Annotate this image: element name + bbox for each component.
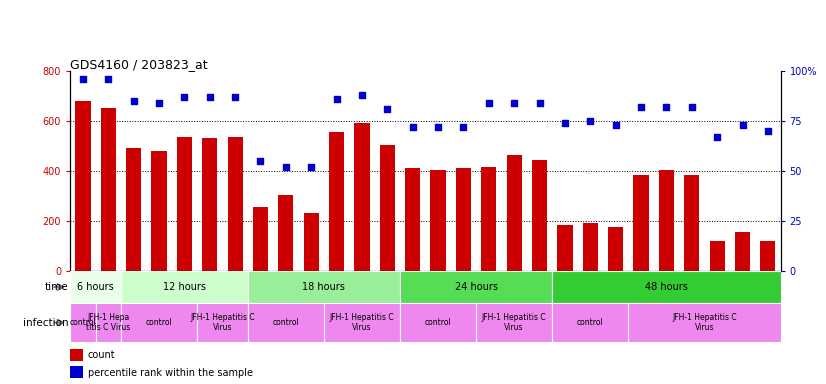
Bar bbox=[380, 145, 395, 271]
Text: 6 hours: 6 hours bbox=[77, 282, 114, 292]
Point bbox=[178, 94, 191, 100]
Text: control: control bbox=[577, 318, 604, 327]
Text: JFH-1 Hepatitis C
Virus: JFH-1 Hepatitis C Virus bbox=[672, 313, 737, 332]
Bar bbox=[75, 101, 91, 271]
Bar bbox=[400, 303, 476, 342]
Bar bbox=[202, 139, 217, 271]
Bar bbox=[248, 303, 324, 342]
Bar bbox=[70, 349, 83, 361]
Bar bbox=[405, 169, 420, 271]
Bar bbox=[710, 241, 724, 271]
Point bbox=[660, 104, 673, 110]
Point bbox=[533, 100, 546, 106]
Point bbox=[305, 164, 318, 170]
Point bbox=[102, 76, 115, 82]
Text: 12 hours: 12 hours bbox=[163, 282, 206, 292]
Bar bbox=[659, 170, 674, 271]
Text: percentile rank within the sample: percentile rank within the sample bbox=[88, 367, 253, 377]
Point bbox=[355, 92, 368, 98]
Point bbox=[330, 96, 343, 102]
Bar bbox=[151, 151, 167, 271]
Point bbox=[457, 124, 470, 130]
Text: 18 hours: 18 hours bbox=[302, 282, 345, 292]
Point bbox=[710, 134, 724, 140]
Bar bbox=[735, 232, 750, 271]
Point bbox=[609, 122, 622, 128]
Bar bbox=[354, 124, 369, 271]
Point bbox=[127, 98, 140, 104]
Point bbox=[634, 104, 648, 110]
Point bbox=[762, 128, 775, 134]
Point bbox=[558, 120, 572, 126]
Bar bbox=[177, 137, 192, 271]
Text: JFH-1 Hepatitis C
Virus: JFH-1 Hepatitis C Virus bbox=[482, 313, 547, 332]
Point bbox=[685, 104, 698, 110]
Bar bbox=[70, 271, 121, 303]
Text: 24 hours: 24 hours bbox=[454, 282, 497, 292]
Text: JFH-1 Hepatitis C
Virus: JFH-1 Hepatitis C Virus bbox=[190, 313, 254, 332]
Point bbox=[152, 100, 165, 106]
Bar bbox=[629, 303, 781, 342]
Point bbox=[203, 94, 216, 100]
Bar bbox=[126, 149, 141, 271]
Point bbox=[279, 164, 292, 170]
Bar bbox=[430, 170, 446, 271]
Point bbox=[229, 94, 242, 100]
Bar bbox=[101, 109, 116, 271]
Point bbox=[431, 124, 444, 130]
Bar bbox=[506, 155, 522, 271]
Text: control: control bbox=[69, 318, 97, 327]
Bar bbox=[532, 160, 547, 271]
Text: control: control bbox=[273, 318, 299, 327]
Text: control: control bbox=[145, 318, 173, 327]
Bar bbox=[324, 303, 400, 342]
Bar bbox=[553, 271, 781, 303]
Bar bbox=[482, 167, 496, 271]
Point bbox=[584, 118, 597, 124]
Point bbox=[406, 124, 420, 130]
Text: count: count bbox=[88, 350, 116, 360]
Bar bbox=[684, 175, 700, 271]
Bar bbox=[608, 227, 624, 271]
Bar bbox=[304, 214, 319, 271]
Point bbox=[482, 100, 496, 106]
Text: JFH-1 Hepatitis C
Virus: JFH-1 Hepatitis C Virus bbox=[330, 313, 394, 332]
Point bbox=[507, 100, 520, 106]
Bar bbox=[253, 207, 268, 271]
Bar bbox=[227, 137, 243, 271]
Text: GDS4160 / 203823_at: GDS4160 / 203823_at bbox=[70, 58, 208, 71]
Bar bbox=[96, 303, 121, 342]
Bar bbox=[197, 303, 248, 342]
Bar bbox=[634, 175, 648, 271]
Bar bbox=[70, 303, 96, 342]
Point bbox=[736, 122, 749, 128]
Bar bbox=[121, 303, 197, 342]
Bar bbox=[70, 366, 83, 379]
Bar bbox=[558, 225, 572, 271]
Point bbox=[381, 106, 394, 112]
Point bbox=[254, 158, 267, 164]
Text: time: time bbox=[45, 282, 69, 292]
Point bbox=[76, 76, 89, 82]
Text: JFH-1 Hepa
titis C Virus: JFH-1 Hepa titis C Virus bbox=[86, 313, 131, 332]
Bar bbox=[476, 303, 553, 342]
Bar bbox=[760, 241, 776, 271]
Bar bbox=[248, 271, 400, 303]
Text: infection: infection bbox=[23, 318, 69, 328]
Text: control: control bbox=[425, 318, 452, 327]
Bar bbox=[121, 271, 248, 303]
Bar bbox=[400, 271, 553, 303]
Bar bbox=[582, 223, 598, 271]
Bar bbox=[278, 195, 293, 271]
Bar bbox=[456, 169, 471, 271]
Bar bbox=[553, 303, 629, 342]
Text: 48 hours: 48 hours bbox=[645, 282, 688, 292]
Bar bbox=[329, 132, 344, 271]
